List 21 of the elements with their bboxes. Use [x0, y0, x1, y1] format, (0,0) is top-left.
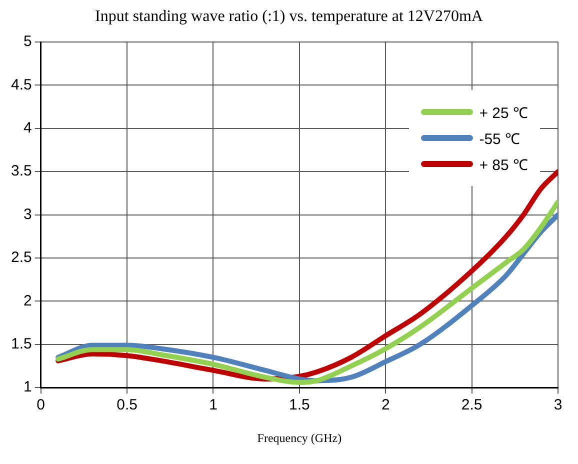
x-tick-label: 0.5	[116, 396, 138, 414]
y-tick-label: 1.5	[10, 336, 32, 353]
y-tick-label: 4	[24, 120, 32, 137]
chart-title: Input standing wave ratio (:1) vs. temperature at 12V270mA	[94, 8, 484, 26]
y-tick-label: 2.5	[10, 249, 32, 266]
legend-label: + 25 ℃	[479, 104, 528, 122]
legend-label: + 85 ℃	[479, 156, 528, 174]
y-tick-label: 1	[24, 378, 32, 396]
legend-label: -55 ℃	[479, 130, 520, 148]
x-tick-label: 2	[381, 396, 390, 414]
y-tick-label: 4.5	[10, 76, 32, 94]
x-tick-label: 1.5	[288, 396, 310, 414]
x-axis-title: Frequency (GHz)	[257, 430, 342, 445]
x-tick-label: 1	[209, 396, 218, 414]
y-tick-label: 3.5	[10, 162, 32, 180]
x-tick-label: 0	[36, 396, 46, 414]
x-tick-label: 2.5	[461, 396, 482, 414]
y-tick-label: 5	[24, 33, 32, 50]
x-tick-label: 3	[554, 396, 562, 414]
y-tick-label: 2	[24, 292, 32, 310]
y-tick-label: 3	[24, 206, 32, 223]
